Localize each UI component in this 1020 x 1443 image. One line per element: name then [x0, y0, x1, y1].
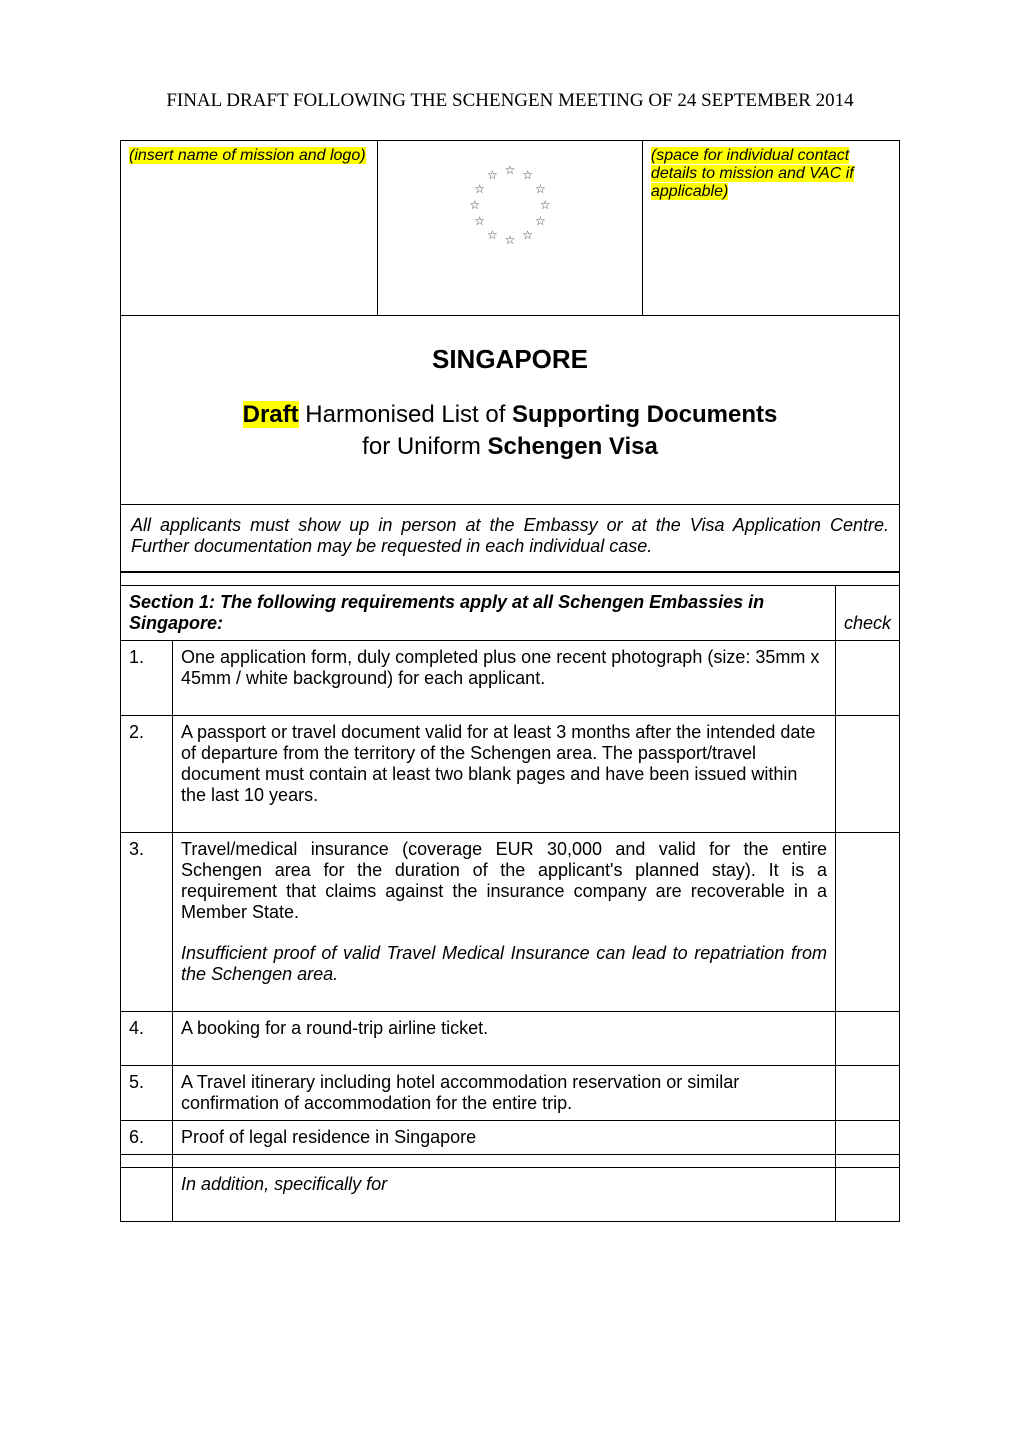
row-text-cell: Travel/medical insurance (coverage EUR 3… — [173, 832, 836, 1011]
note-row: All applicants must show up in person at… — [121, 504, 900, 571]
title-text-1: Harmonised List of — [299, 401, 512, 428]
table-row: 3. Travel/medical insurance (coverage EU… — [121, 832, 900, 1011]
check-cell[interactable] — [835, 1167, 899, 1221]
contact-details-text: (space for individual contact details to… — [651, 147, 854, 200]
table-row: 6. Proof of legal residence in Singapore — [121, 1120, 900, 1154]
insurance-note: Insufficient proof of valid Travel Medic… — [181, 943, 827, 985]
draft-label: Draft — [243, 401, 299, 428]
section-header-row: Section 1: The following requirements ap… — [121, 585, 900, 640]
requirements-table: Section 1: The following requirements ap… — [120, 572, 900, 1222]
title-bold-2: Schengen Visa — [488, 433, 658, 460]
spacer-row — [121, 572, 900, 585]
applicant-note: All applicants must show up in person at… — [121, 504, 900, 571]
check-cell[interactable] — [835, 1154, 899, 1167]
contact-details-placeholder: (space for individual contact details to… — [642, 141, 899, 316]
country-title: SINGAPORE — [131, 344, 889, 375]
mission-name-placeholder: (insert name of mission and logo) — [121, 141, 378, 316]
title-bold-1: Supporting Documents — [512, 401, 777, 428]
row-text: One application form, duly completed plu… — [173, 640, 836, 715]
eu-stars-icon: ☆ ☆ ☆ ☆ ☆ ☆ ☆ ☆ ☆ ☆ ☆ ☆ — [470, 165, 550, 245]
table-row: 5. A Travel itinerary including hotel ac… — [121, 1065, 900, 1120]
table-row: 2. A passport or travel document valid f… — [121, 715, 900, 832]
section-heading: Section 1: The following requirements ap… — [129, 592, 764, 633]
row-text — [173, 1154, 836, 1167]
row-text: A booking for a round-trip airline ticke… — [173, 1011, 836, 1065]
title-cell: SINGAPORE Draft Harmonised List of Suppo… — [121, 316, 900, 505]
row-number: 5. — [121, 1065, 173, 1120]
row-text: A Travel itinerary including hotel accom… — [173, 1065, 836, 1120]
row-number — [121, 1167, 173, 1221]
addition-label: In addition, specifically for — [173, 1167, 836, 1221]
row-number: 6. — [121, 1120, 173, 1154]
check-cell[interactable] — [835, 1120, 899, 1154]
table-row: 4. A booking for a round-trip airline ti… — [121, 1011, 900, 1065]
row-number: 2. — [121, 715, 173, 832]
mission-name-text: (insert name of mission and logo) — [129, 147, 366, 164]
row-number — [121, 1154, 173, 1167]
table-row: 1. One application form, duly completed … — [121, 640, 900, 715]
eu-stars-cell: ☆ ☆ ☆ ☆ ☆ ☆ ☆ ☆ ☆ ☆ ☆ ☆ — [378, 141, 643, 316]
row-text: A passport or travel document valid for … — [173, 715, 836, 832]
letterhead-row: (insert name of mission and logo) ☆ ☆ ☆ … — [121, 141, 900, 316]
title-text-2: for Uniform — [362, 433, 487, 460]
document-title: Draft Harmonised List of Supporting Docu… — [131, 399, 889, 464]
check-cell[interactable] — [835, 1065, 899, 1120]
blank-row — [121, 1154, 900, 1167]
check-cell[interactable] — [835, 640, 899, 715]
row-number: 4. — [121, 1011, 173, 1065]
section-heading-cell: Section 1: The following requirements ap… — [121, 585, 836, 640]
page-header: FINAL DRAFT FOLLOWING THE SCHENGEN MEETI… — [120, 90, 900, 112]
check-cell[interactable] — [835, 832, 899, 1011]
row-text: Travel/medical insurance (coverage EUR 3… — [181, 839, 827, 923]
document-frame: (insert name of mission and logo) ☆ ☆ ☆ … — [120, 140, 900, 572]
row-number: 3. — [121, 832, 173, 1011]
check-cell[interactable] — [835, 1011, 899, 1065]
check-header: check — [835, 585, 899, 640]
row-text: Proof of legal residence in Singapore — [173, 1120, 836, 1154]
check-cell[interactable] — [835, 715, 899, 832]
title-row: SINGAPORE Draft Harmonised List of Suppo… — [121, 316, 900, 505]
row-number: 1. — [121, 640, 173, 715]
addition-row: In addition, specifically for — [121, 1167, 900, 1221]
